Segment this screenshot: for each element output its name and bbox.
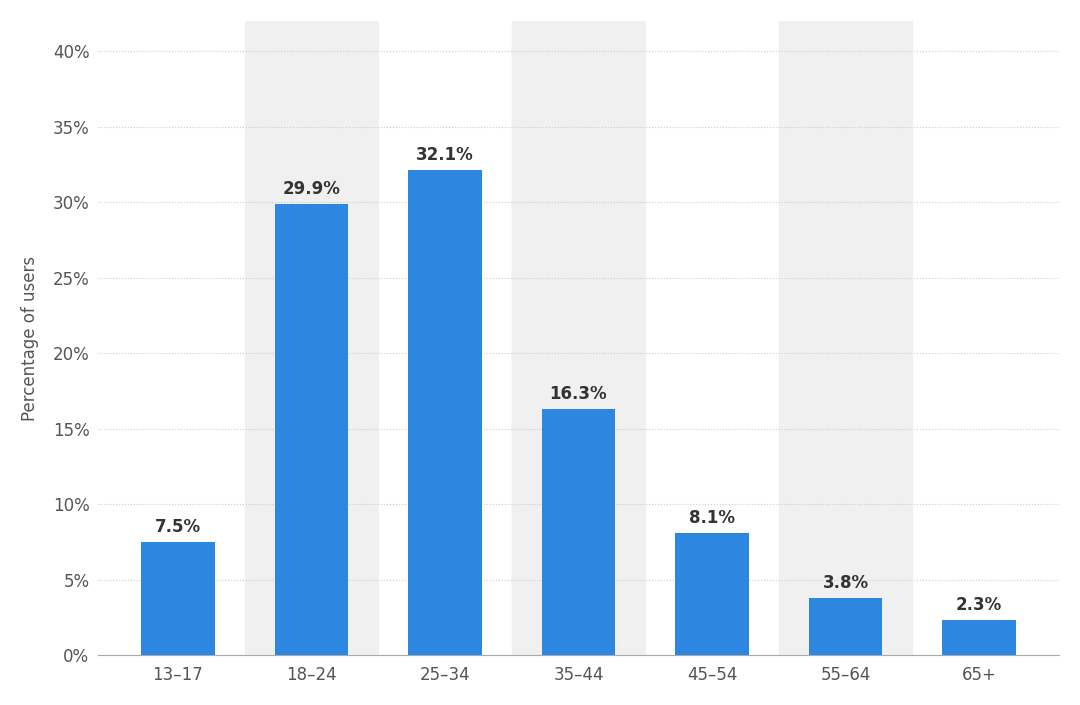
Bar (141, 542, 215, 655)
Bar (542, 409, 616, 655)
Text: 8.1%: 8.1% (689, 509, 735, 527)
Bar (943, 620, 1016, 655)
Bar (408, 171, 482, 655)
Text: 32.1%: 32.1% (416, 147, 474, 164)
Text: 3.8%: 3.8% (823, 574, 868, 591)
Text: 2.3%: 2.3% (956, 596, 1002, 614)
Bar (245, 21, 378, 655)
Text: 7.5%: 7.5% (154, 517, 201, 536)
Text: 29.9%: 29.9% (283, 180, 340, 197)
Bar (675, 533, 748, 655)
Y-axis label: Percentage of users: Percentage of users (21, 255, 39, 420)
Bar (274, 204, 348, 655)
Bar (512, 21, 645, 655)
Bar (809, 598, 882, 655)
Text: 16.3%: 16.3% (550, 385, 607, 403)
Bar (779, 21, 913, 655)
